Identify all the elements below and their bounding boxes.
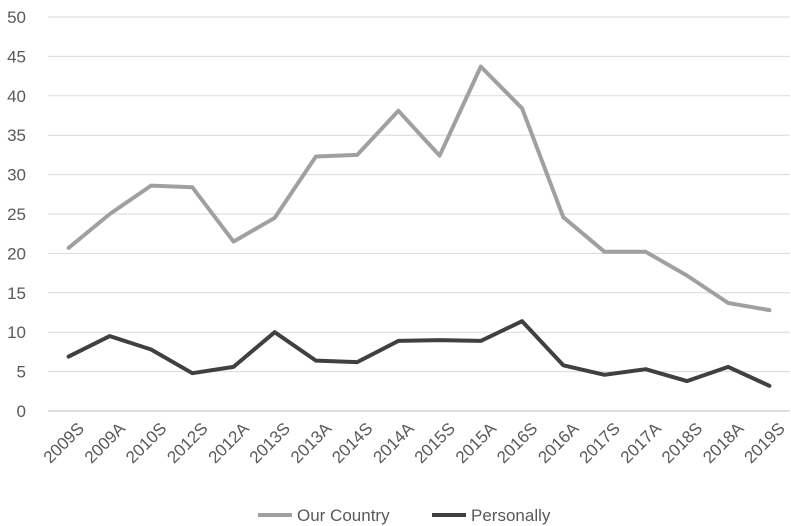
y-tick-label: 20: [7, 244, 26, 263]
y-tick-label: 50: [7, 8, 26, 27]
x-tick-label: 2015S: [411, 419, 459, 467]
x-tick-label: 2012A: [205, 418, 254, 467]
x-tick-label: 2018S: [658, 419, 706, 467]
x-axis-tick-labels: 2009S2009A2010S2012S2012A2013S2013A2014S…: [40, 418, 789, 467]
x-tick-label: 2010S: [122, 419, 170, 467]
y-tick-label: 5: [17, 363, 26, 382]
x-tick-label: 2013A: [287, 418, 336, 467]
y-tick-label: 10: [7, 323, 26, 342]
y-tick-label: 0: [17, 402, 26, 421]
y-tick-label: 15: [7, 284, 26, 303]
x-tick-label: 2017A: [617, 418, 666, 467]
y-tick-label: 25: [7, 205, 26, 224]
legend-label-our-country: Our Country: [297, 506, 390, 525]
legend: Our Country Personally: [258, 506, 551, 525]
x-tick-label: 2016S: [493, 419, 541, 467]
y-tick-label: 30: [7, 166, 26, 185]
x-tick-label: 2015A: [452, 418, 501, 467]
x-tick-label: 2018A: [699, 418, 748, 467]
x-tick-label: 2012S: [163, 419, 211, 467]
x-tick-label: 2014S: [328, 419, 376, 467]
y-tick-label: 35: [7, 126, 26, 145]
x-tick-label: 2017S: [576, 419, 624, 467]
x-tick-label: 2009S: [40, 419, 88, 467]
x-tick-label: 2013S: [246, 419, 294, 467]
series-line-personally: [66, 319, 772, 388]
series-line-our-country: [66, 64, 772, 313]
legend-label-personally: Personally: [471, 506, 551, 525]
x-tick-label: 2019S: [740, 419, 788, 467]
series-lines: [66, 64, 772, 388]
x-tick-label: 2016A: [534, 418, 583, 467]
x-tick-label: 2009A: [81, 418, 130, 467]
y-tick-label: 45: [7, 47, 26, 66]
grid-lines: [48, 16, 790, 412]
x-tick-label: 2014A: [369, 418, 418, 467]
y-axis-tick-labels: 0 5 10 15 20 25 30 35 40 45 50: [7, 8, 26, 421]
y-tick-label: 40: [7, 87, 26, 106]
